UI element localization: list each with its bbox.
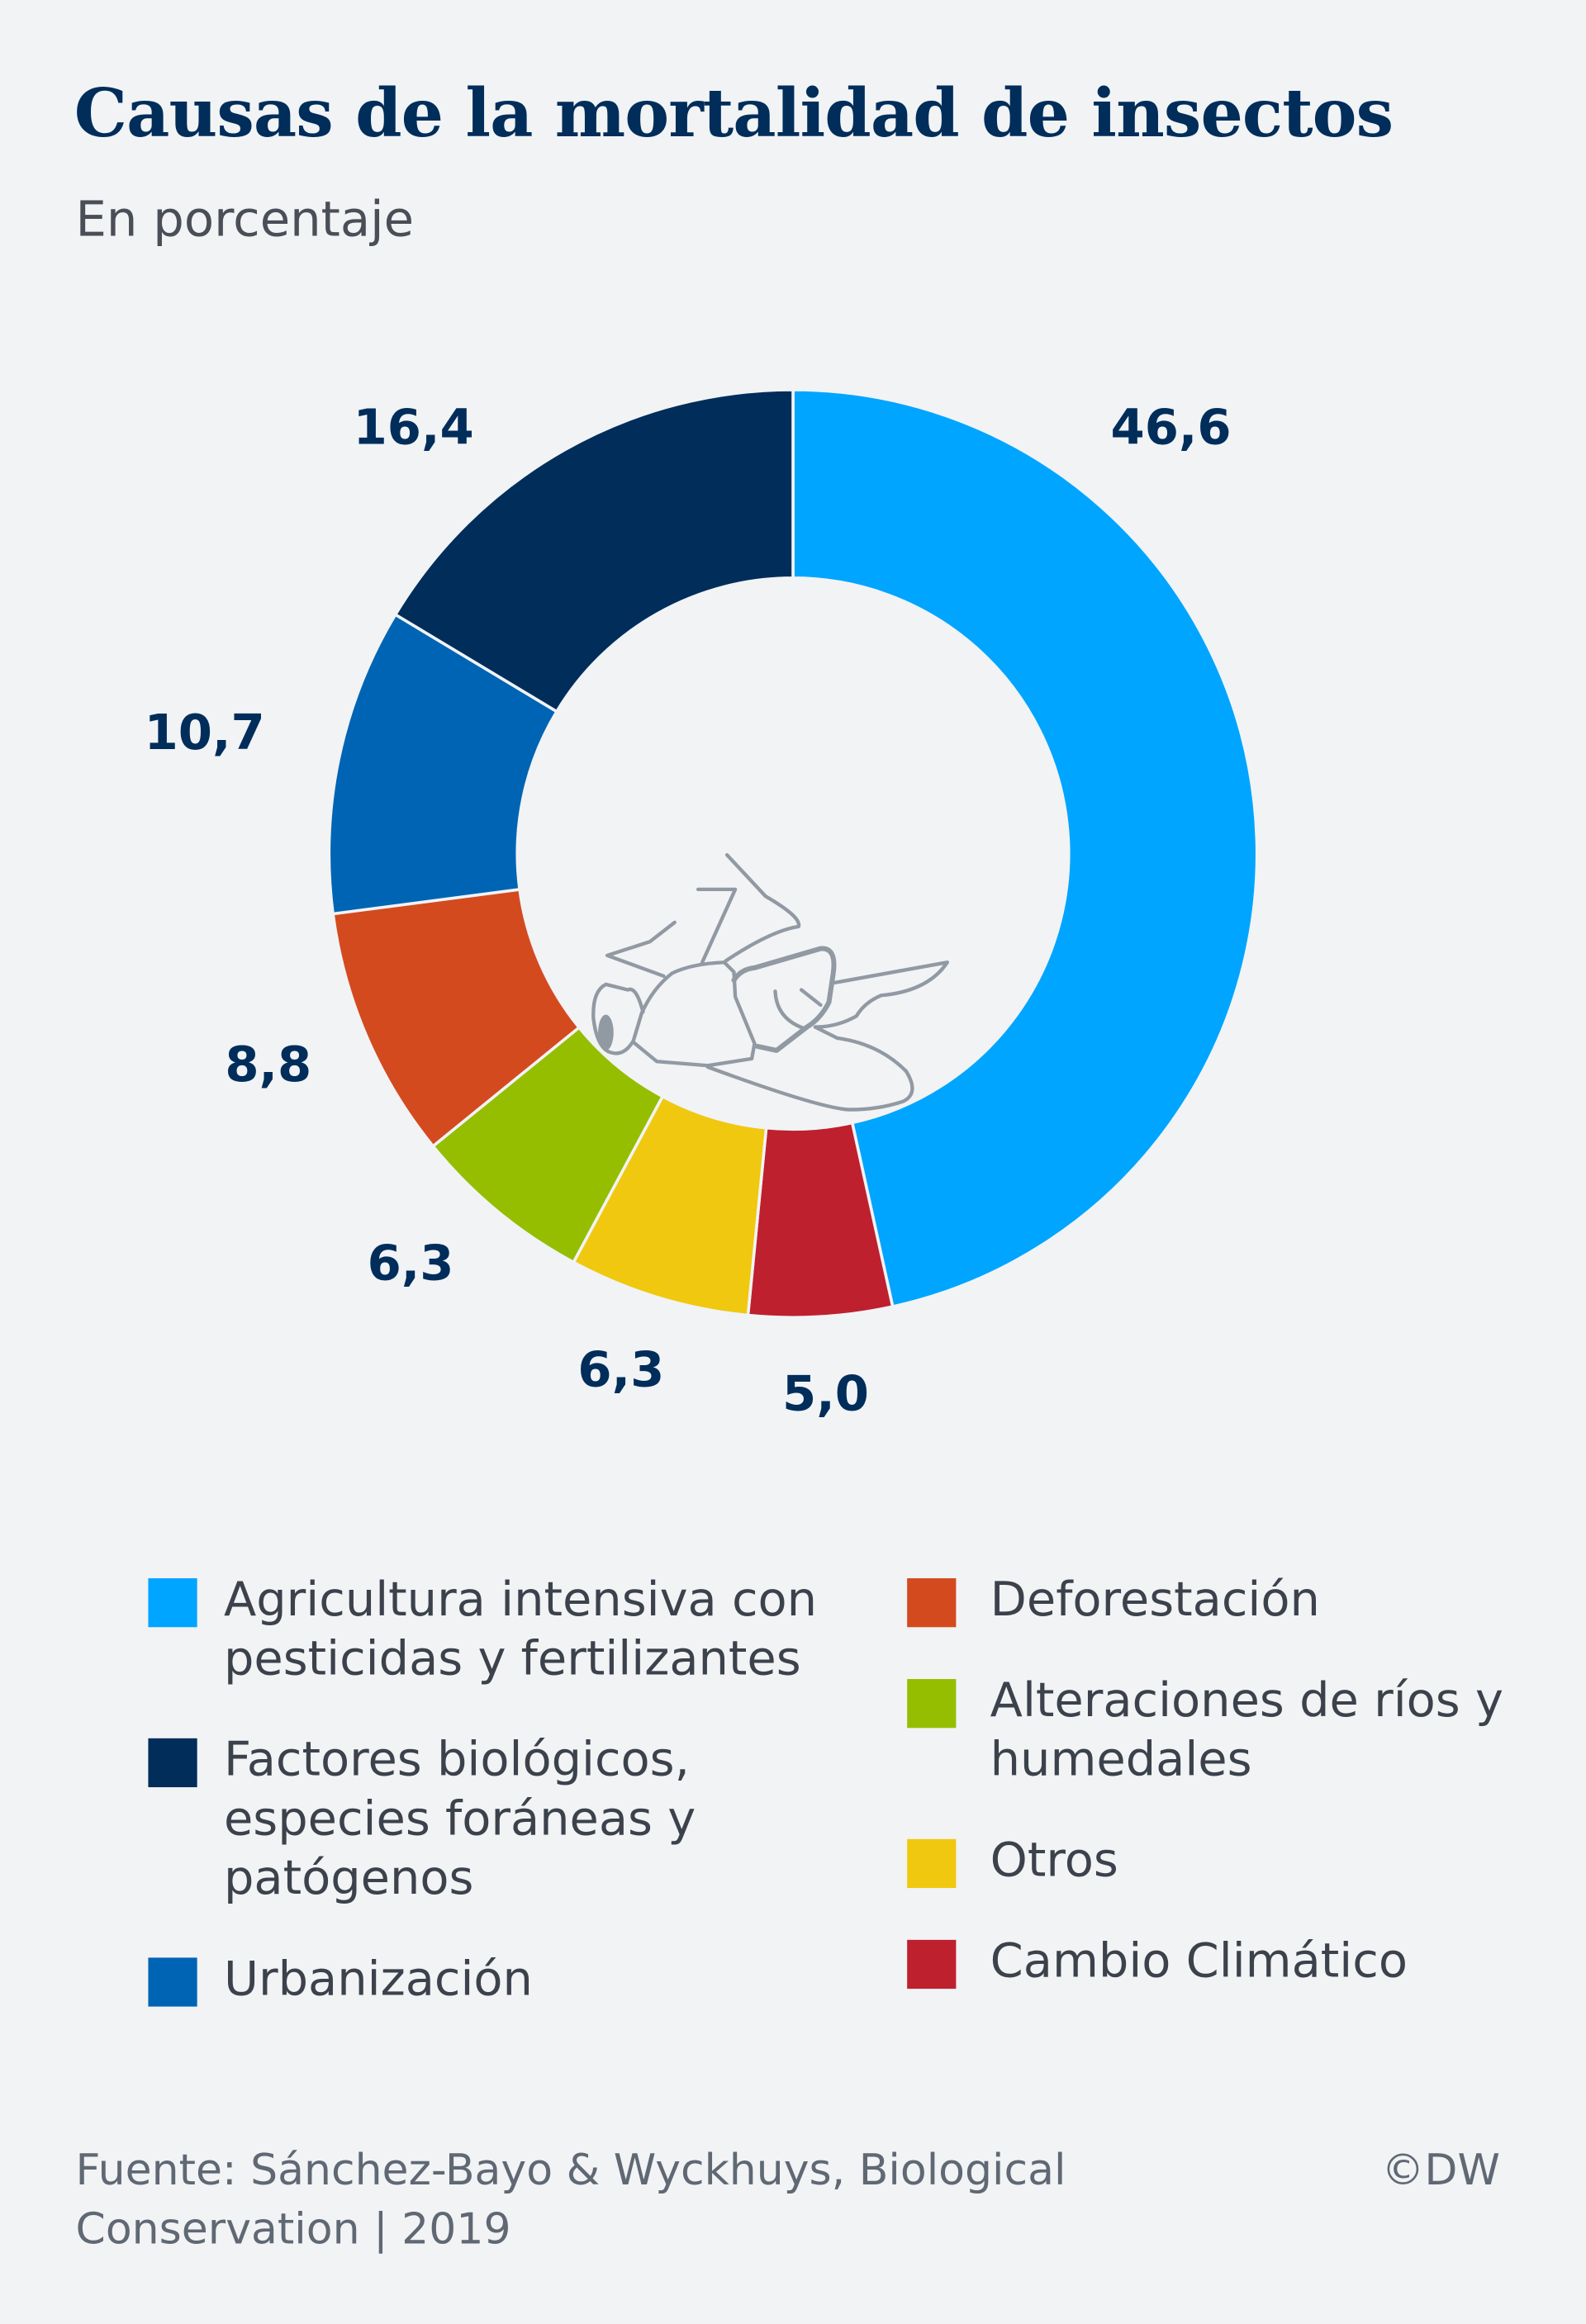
value-label-deforestacion: 8,8: [225, 1035, 312, 1093]
legend-swatch: [148, 1578, 197, 1628]
donut-slice-6: [393, 388, 795, 714]
chart-title: Causas de la mortalidad de insectos: [74, 74, 1394, 153]
legend-item-cambio-climatico: Cambio Climático: [907, 1933, 1560, 1990]
legend-item-urbanizacion: Urbanización: [148, 1950, 859, 2009]
legend-label: Cambio Climático: [990, 1932, 1408, 1990]
value-label-cambio-climatico: 5,0: [782, 1364, 869, 1422]
donut-slice-5: [327, 612, 559, 916]
legend-swatch: [907, 1939, 957, 1990]
legend-label: Otros: [990, 1831, 1118, 1889]
copyright: ©DW: [1381, 2144, 1500, 2195]
legend-item-agricultura: Agricultura intensiva con pesticidas y f…: [148, 1571, 859, 1687]
legend-item-factores-biologicos: Factores biológicos, especies foráneas y…: [148, 1731, 771, 1907]
legend-swatch: [907, 1679, 957, 1729]
value-label-agricultura: 46,6: [1110, 397, 1232, 456]
legend-label: Deforestación: [990, 1571, 1320, 1628]
source-note: Fuente: Sánchez-Bayo & Wyckhuys, Biologi…: [75, 2144, 1066, 2255]
legend-item-deforestacion: Deforestación: [907, 1571, 1560, 1629]
insect-icon: [591, 853, 950, 1112]
value-label-urbanizacion: 10,7: [144, 703, 265, 761]
legend-swatch: [148, 1738, 197, 1788]
legend-item-alteraciones: Alteraciones de ríos y humedales: [907, 1672, 1560, 1788]
legend-label: Alteraciones de ríos y humedales: [990, 1672, 1503, 1788]
legend-label: Factores biológicos, especies foráneas y…: [223, 1730, 696, 1906]
value-label-otros: 6,3: [577, 1340, 665, 1399]
value-label-factores-biologicos: 16,4: [353, 397, 474, 456]
legend-swatch: [148, 1957, 197, 2007]
legend-swatch: [907, 1838, 957, 1889]
legend-item-otros: Otros: [907, 1832, 1560, 1890]
legend-label: Urbanización: [223, 1950, 533, 2007]
chart-subtitle: En porcentaje: [75, 189, 415, 248]
legend-label: Agricultura intensiva con pesticidas y f…: [223, 1571, 818, 1687]
legend-swatch: [907, 1578, 957, 1628]
value-label-alteraciones: 6,3: [367, 1233, 454, 1292]
donut-slice-0: [791, 388, 1259, 1309]
